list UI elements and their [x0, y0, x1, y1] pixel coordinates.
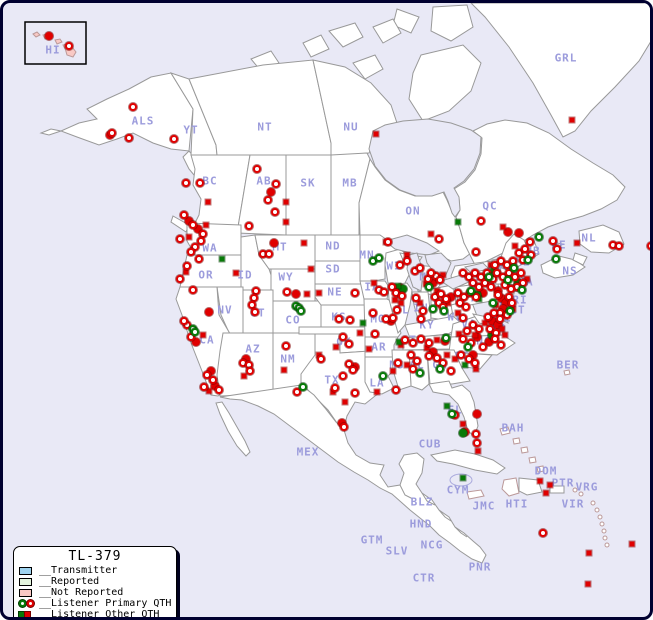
region-ptr: [549, 485, 565, 494]
region-pe: [548, 241, 565, 250]
legend-box: TL-379 __Transmitter __Reported __Not Repo…: [13, 546, 177, 620]
region-ms: [391, 349, 412, 391]
legend-title: TL-379: [68, 549, 122, 564]
region-nu: [372, 18, 402, 44]
region-nu: [430, 4, 474, 42]
region-ne: [314, 283, 366, 306]
region-wa: [186, 222, 242, 256]
region-bc: [170, 215, 190, 233]
region-nl: [578, 224, 625, 254]
region-hi: [32, 31, 41, 38]
region-nu: [352, 54, 384, 80]
region-ks: [320, 304, 370, 328]
region-nc: [448, 334, 516, 356]
region-nu: [408, 44, 482, 122]
region-ut: [242, 289, 274, 334]
legend-item-reported: __Reported: [19, 576, 171, 587]
region-ct: [497, 283, 515, 297]
legend-item-other: __Listener Other QTH: [19, 609, 171, 620]
region-az: [216, 332, 274, 397]
legend-item-label: __Reported: [39, 576, 100, 587]
legend-item-not_reported: __Not Reported: [19, 587, 171, 598]
legend-rows: __Transmitter __Reported __Not Reported __L…: [19, 565, 171, 620]
legend-item-label: __Listener Other QTH: [39, 609, 160, 620]
region-cub: [429, 449, 506, 475]
listener-other-icon: [19, 612, 36, 617]
region-dom: [518, 477, 543, 496]
region-or: [179, 254, 242, 288]
map-canvas: [24, 3, 650, 564]
region-als: [59, 72, 194, 152]
reported-swatch: [19, 577, 36, 586]
region-al: [408, 349, 430, 391]
hawaii-inset: [24, 21, 87, 65]
region-ns: [572, 252, 588, 266]
region-sk: [285, 154, 332, 236]
region-in: [411, 291, 432, 324]
region-ri: [513, 284, 521, 293]
region-nu: [392, 8, 420, 34]
region-grl: [470, 3, 650, 138]
legend-item-transmitter: __Transmitter: [19, 565, 171, 576]
not-reported-swatch: [19, 588, 36, 597]
region-mex: [219, 384, 487, 564]
region-nu: [328, 22, 364, 48]
legend-item-label: __Listener Primary QTH: [39, 598, 172, 609]
region-nd: [314, 234, 361, 262]
region-ia: [359, 280, 390, 300]
region-wy: [270, 268, 316, 302]
legend-item-label: __Transmitter: [39, 565, 118, 576]
legend-item-primary: __Listener Primary QTH: [19, 598, 171, 609]
region-als: [39, 128, 63, 136]
legend-item-label: __Not Reported: [39, 587, 124, 598]
region-sd: [314, 260, 363, 285]
transmitter-swatch: [19, 566, 36, 575]
region-nj: [493, 296, 509, 317]
region-nu: [302, 34, 330, 58]
listener-primary-icon: [19, 600, 36, 607]
region-hi: [54, 38, 63, 45]
region-fl: [428, 380, 479, 437]
region-la: [364, 356, 395, 395]
